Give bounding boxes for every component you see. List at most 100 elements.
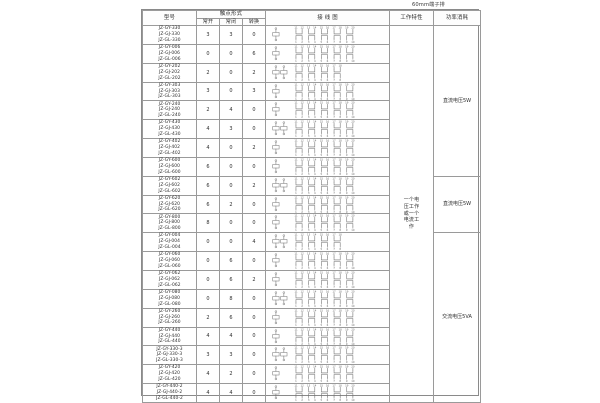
cell-contact-no: 6: [196, 175, 220, 196]
col-header-no: 常开: [196, 17, 220, 27]
cell-contact-no: 4: [196, 138, 220, 158]
svg-text:12: 12: [301, 214, 305, 217]
svg-text:10: 10: [351, 323, 355, 327]
svg-text:2: 2: [301, 40, 303, 44]
cell-contact-no: 3: [196, 345, 220, 366]
svg-text:12: 12: [301, 101, 305, 104]
svg-text:3: 3: [308, 134, 310, 138]
svg-text:4: 4: [314, 247, 316, 251]
svg-text:2: 2: [301, 360, 303, 364]
table-row: JZ-GY-062 JZ-GJ-062 JZ-GL-062 0 6 2 11 12 1 2 13 14…: [142, 269, 481, 290]
svg-text:15: 15: [320, 309, 324, 312]
svg-text:12: 12: [301, 233, 305, 236]
svg-text:14: 14: [313, 26, 317, 29]
cell-contact-no: 6: [196, 156, 220, 177]
model-line: JZ-GJ-402: [159, 145, 180, 151]
svg-text:1: 1: [295, 266, 297, 270]
cell-contact-ch: 2: [241, 138, 267, 158]
table-row: JZ-GY-602 JZ-GJ-602 JZ-GL-602 6 0 2 11 12 1 2 13 14…: [142, 175, 482, 234]
svg-text:1: 1: [295, 153, 297, 157]
svg-text:13: 13: [307, 309, 311, 312]
cell-contact-nc: 4: [219, 100, 243, 121]
svg-text:19: 19: [345, 290, 349, 293]
cell-contact-ch: 6: [241, 43, 267, 64]
model-line: JZ-GJ-202: [159, 69, 180, 75]
svg-text:2: 2: [301, 266, 303, 270]
col-header-nc: 常闭: [219, 17, 243, 27]
svg-text:16: 16: [326, 233, 330, 236]
svg-text:4: 4: [314, 209, 316, 213]
model-line: JZ-GJ-800: [159, 220, 180, 226]
svg-text:9: 9: [346, 134, 348, 138]
svg-text:5: 5: [321, 341, 323, 345]
svg-text:12: 12: [301, 64, 305, 67]
cell-wiring-diagram: 11 12 1 2 13 14 3 4 15 16 5 6 17 18 7 8 19 20 9 10: [265, 364, 391, 385]
svg-text:7: 7: [333, 40, 335, 44]
svg-text:8: 8: [339, 341, 341, 345]
svg-text:17: 17: [332, 158, 336, 161]
svg-text:4: 4: [314, 172, 316, 176]
table-row: JZ-GY-260 JZ-GJ-260 JZ-GL-260 2 6 0 11 12 1 2 13 14…: [142, 307, 481, 328]
svg-text:5: 5: [321, 40, 323, 44]
svg-text:5: 5: [321, 172, 323, 176]
svg-text:15: 15: [320, 45, 324, 48]
svg-text:6: 6: [327, 115, 329, 119]
svg-text:17: 17: [332, 177, 336, 180]
svg-text:18: 18: [339, 139, 343, 142]
svg-text:20: 20: [351, 83, 355, 86]
svg-text:4: 4: [314, 323, 316, 327]
cell-wiring-diagram: 11 12 1 2 13 14 3 4 15 16 5 6 17 18 7 8 19 20 9 10: [265, 345, 391, 366]
svg-text:3: 3: [308, 323, 310, 327]
wiring-diagram-graphic: 11 12 1 2 13 14 3 4 15 16 5 6 17 18 7 8 19 20 9 10: [266, 177, 389, 195]
svg-text:2: 2: [301, 172, 303, 176]
model-line: JZ-GY-060: [158, 252, 181, 258]
svg-text:10: 10: [351, 115, 355, 119]
cell-wiring-diagram: 11 12 1 2 13 14 3 4 15 16 5 6 17 18 7 8 19 20 9 10: [265, 269, 391, 290]
cell-contact-ch: 0: [241, 100, 267, 121]
cell-contact-no: 2: [196, 100, 220, 121]
cell-contact-nc: 2: [219, 194, 243, 215]
svg-text:4: 4: [314, 78, 316, 82]
svg-text:1: 1: [295, 40, 297, 44]
model-line: JZ-GL-420: [158, 377, 181, 383]
model-line: JZ-GL-006: [158, 56, 181, 62]
svg-text:1: 1: [295, 228, 297, 232]
svg-text:18: 18: [339, 365, 343, 368]
svg-text:8: 8: [339, 40, 341, 44]
svg-text:13: 13: [307, 83, 311, 86]
svg-text:15: 15: [320, 365, 324, 368]
cell-wiring-diagram: 11 12 1 2 13 14 3 4 15 16 5 6 17 18 7 8: [265, 62, 391, 83]
svg-text:13: 13: [307, 365, 311, 368]
svg-text:15: 15: [320, 252, 324, 255]
svg-text:12: 12: [301, 290, 305, 293]
svg-text:5: 5: [321, 96, 323, 100]
svg-text:16: 16: [326, 290, 330, 293]
col-header-model: 型号: [142, 10, 197, 26]
model-line: JZ-GL-600: [158, 169, 181, 175]
cell-contact-nc: 8: [219, 288, 243, 309]
svg-text:3: 3: [308, 247, 310, 251]
svg-text:8: 8: [339, 323, 341, 327]
cell-wiring-diagram: 11 12 1 2 13 14 3 4 15 16 5 6 17 18 7 8 19 20 9 10: [265, 156, 391, 177]
cell-wiring-diagram: 11 12 1 2 13 14 3 4 15 16 5 6 17 18 7 8 19 20 9 10: [265, 43, 391, 64]
svg-text:14: 14: [313, 64, 317, 67]
svg-text:17: 17: [332, 328, 336, 331]
cell-contact-nc: 4: [219, 326, 243, 347]
svg-text:15: 15: [320, 83, 324, 86]
svg-text:16: 16: [326, 309, 330, 312]
model-line: JZ-GJ-303: [159, 88, 180, 94]
svg-text:20: 20: [351, 26, 355, 29]
svg-text:6: 6: [327, 360, 329, 364]
svg-text:14: 14: [313, 309, 317, 312]
model-line: JZ-GJ-330-3: [156, 352, 183, 358]
cell-contact-no: 2: [196, 62, 220, 83]
cell-model: JZ-GY-080 JZ-GJ-080 JZ-GL-080: [142, 288, 197, 309]
svg-text:5: 5: [321, 191, 323, 195]
svg-text:19: 19: [345, 346, 349, 349]
spec-table-container: 型号 触点形式 接 线 图 工作特性 功率消耗 常开 常闭 转换 JZ-GY-3…: [141, 9, 482, 403]
svg-text:13: 13: [307, 45, 311, 48]
svg-text:8: 8: [339, 59, 341, 63]
svg-text:16: 16: [326, 271, 330, 274]
svg-text:13: 13: [307, 214, 311, 217]
svg-text:15: 15: [320, 290, 324, 293]
